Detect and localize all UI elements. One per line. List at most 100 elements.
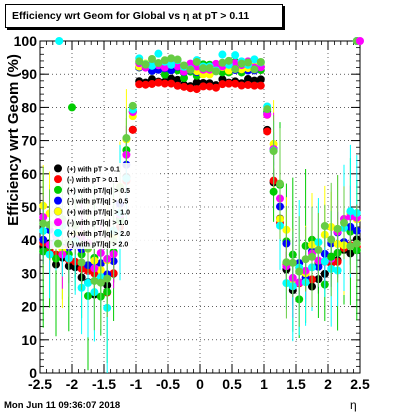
y-tick-label: 30 — [21, 265, 37, 281]
data-point — [250, 55, 259, 64]
data-point — [192, 85, 201, 94]
data-point — [199, 82, 208, 91]
data-point — [276, 179, 284, 188]
data-point — [186, 65, 195, 74]
data-point — [160, 63, 169, 72]
data-point — [320, 222, 329, 231]
x-tick-label: -0.5 — [156, 376, 180, 392]
data-point — [192, 78, 201, 87]
data-point — [282, 258, 291, 267]
legend-label: (-) with pT/|q| > 2.0 — [67, 242, 128, 249]
legend-label: (+) with pT/|q| > 1.0 — [67, 209, 130, 216]
legend-marker — [53, 207, 63, 216]
x-tick-label: -1.5 — [92, 376, 116, 392]
data-point — [333, 224, 342, 233]
data-point — [135, 57, 144, 66]
data-point — [173, 55, 182, 64]
data-point — [340, 218, 348, 227]
y-tick-label: 10 — [21, 332, 37, 348]
data-point-outlier — [327, 252, 336, 261]
legend-label: (+) with pT/|q| > 2.0 — [67, 231, 130, 238]
data-point — [320, 257, 329, 266]
axis-layer: -2.5 -2 -1.5 -1 -0.5 0 0.5 1 1.5 2 2.5 0 10 20 30 40 50 6… — [14, 33, 370, 392]
y-tick-label: 0 — [29, 365, 37, 381]
data-point — [186, 84, 195, 93]
data-point — [205, 82, 214, 91]
y-tick-label: 50 — [21, 199, 37, 215]
data-point — [199, 64, 208, 73]
data-point — [314, 245, 323, 254]
data-point — [173, 81, 182, 90]
footer-timestamp: Mon Jun 11 09:36:07 2018 — [4, 400, 121, 411]
data-point — [212, 83, 220, 92]
x-tick-label: 0.5 — [222, 376, 242, 392]
y-tick-label: 40 — [21, 232, 37, 248]
legend-marker — [54, 196, 62, 205]
data-point — [212, 59, 220, 68]
data-point-outlier — [55, 37, 64, 45]
y-tick-label: 60 — [21, 166, 37, 182]
data-point — [212, 67, 220, 76]
data-point — [218, 58, 227, 67]
data-point — [39, 219, 48, 228]
data-point — [256, 57, 265, 66]
x-tick-label: 0 — [196, 376, 204, 392]
data-point — [148, 61, 156, 70]
legend-marker — [54, 175, 62, 184]
data-point-outlier — [356, 37, 364, 45]
data-point — [122, 134, 131, 143]
x-tick-label: -2.5 — [28, 376, 52, 392]
legend-label: (-) with pT/|q| > 1.0 — [67, 220, 128, 227]
data-point — [141, 60, 150, 69]
y-tick-label: 80 — [21, 99, 37, 115]
y-axis-label: Efficiency wrt Geom (%) — [5, 54, 22, 226]
data-point — [231, 79, 240, 88]
x-tick-label: 1 — [260, 376, 268, 392]
legend-marker — [54, 218, 62, 227]
x-axis-label: η — [350, 398, 357, 412]
data-point — [288, 258, 297, 267]
grid-layer — [39, 40, 361, 374]
data-point — [231, 51, 240, 60]
y-tick-label: 20 — [21, 299, 37, 315]
chart-title: Efficiency wrt Geom for Global vs η at p… — [12, 10, 250, 22]
data-point-outlier — [68, 103, 76, 112]
title-box: Efficiency wrt Geom for Global vs η at p… — [5, 4, 283, 28]
data-point — [263, 110, 272, 119]
data-point — [237, 59, 246, 68]
data-point — [180, 73, 188, 82]
data-point — [84, 278, 92, 287]
data-point — [180, 61, 188, 70]
data-point — [160, 70, 169, 79]
data-point — [231, 65, 240, 74]
legend-label: (+) with pT > 0.1 — [67, 166, 120, 173]
data-point — [160, 79, 169, 88]
data-point — [167, 54, 176, 63]
legend-marker — [54, 164, 62, 173]
data-point — [148, 55, 156, 64]
data-point — [103, 274, 112, 283]
data-point — [224, 56, 233, 65]
data-point — [180, 82, 188, 91]
data-point — [192, 57, 201, 66]
legend-marker — [54, 185, 62, 194]
data-point — [308, 252, 316, 261]
y-tick-label: 100 — [14, 33, 38, 49]
data-point — [90, 276, 99, 285]
data-point — [141, 80, 150, 89]
x-tick-label: -1 — [130, 376, 143, 392]
legend-label: (-) with pT > 0.1 — [67, 177, 118, 184]
data-point — [218, 80, 227, 89]
x-tick-label: -2 — [66, 376, 79, 392]
series-7 — [39, 54, 361, 331]
data-point — [186, 59, 195, 68]
legend-box — [50, 163, 160, 249]
data-point — [96, 278, 105, 287]
data-point — [224, 79, 233, 88]
data-point — [128, 101, 137, 110]
data-point — [301, 255, 310, 264]
legend-marker — [54, 228, 62, 237]
data-point — [154, 59, 163, 68]
data-point — [135, 80, 144, 89]
y-tick-label: 70 — [21, 133, 37, 149]
